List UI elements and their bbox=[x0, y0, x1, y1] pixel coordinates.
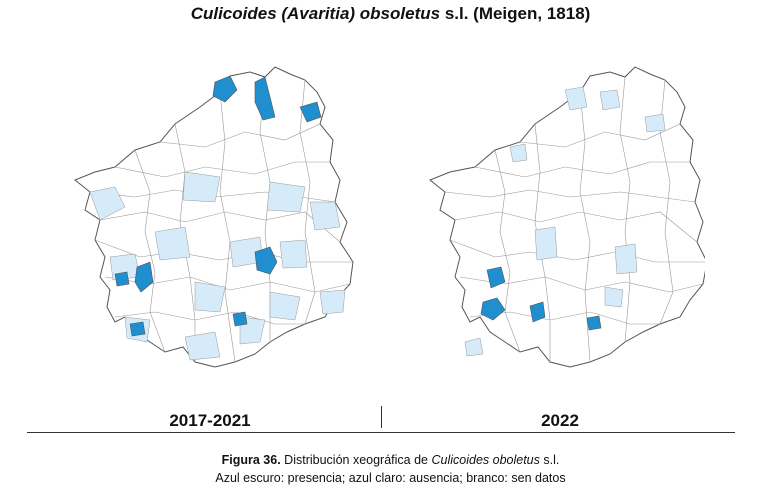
figure-title: Culicoides (Avaritia) obsoletus s.l. (Me… bbox=[0, 4, 781, 24]
column-divider bbox=[381, 406, 382, 428]
legend-caption: Azul escuro: presencia; azul claro: ause… bbox=[215, 471, 566, 485]
map-2022 bbox=[429, 66, 705, 368]
period-label-2022: 2022 bbox=[541, 411, 579, 430]
period-label-2017-2021: 2017-2021 bbox=[169, 411, 251, 430]
caption-species: Culicoides oboletus bbox=[431, 453, 540, 467]
caption-text: Distribución xeográfica de bbox=[284, 453, 428, 467]
absence-areas bbox=[89, 171, 346, 361]
map-2017-2021 bbox=[74, 66, 354, 368]
absence-areas-2022 bbox=[464, 86, 666, 357]
presence-areas-2022 bbox=[480, 266, 602, 331]
title-suffix: s.l. (Meigen, 1818) bbox=[444, 4, 591, 23]
caption-suffix: s.l. bbox=[543, 453, 560, 467]
figure-caption: Figura 36. Distribución xeográfica de Cu… bbox=[0, 453, 781, 467]
title-species: Culicoides (Avaritia) obsoletus bbox=[190, 4, 441, 23]
figure-label: Figura 36. bbox=[221, 453, 281, 467]
presence-areas bbox=[114, 75, 322, 337]
caption-rule bbox=[27, 432, 735, 433]
